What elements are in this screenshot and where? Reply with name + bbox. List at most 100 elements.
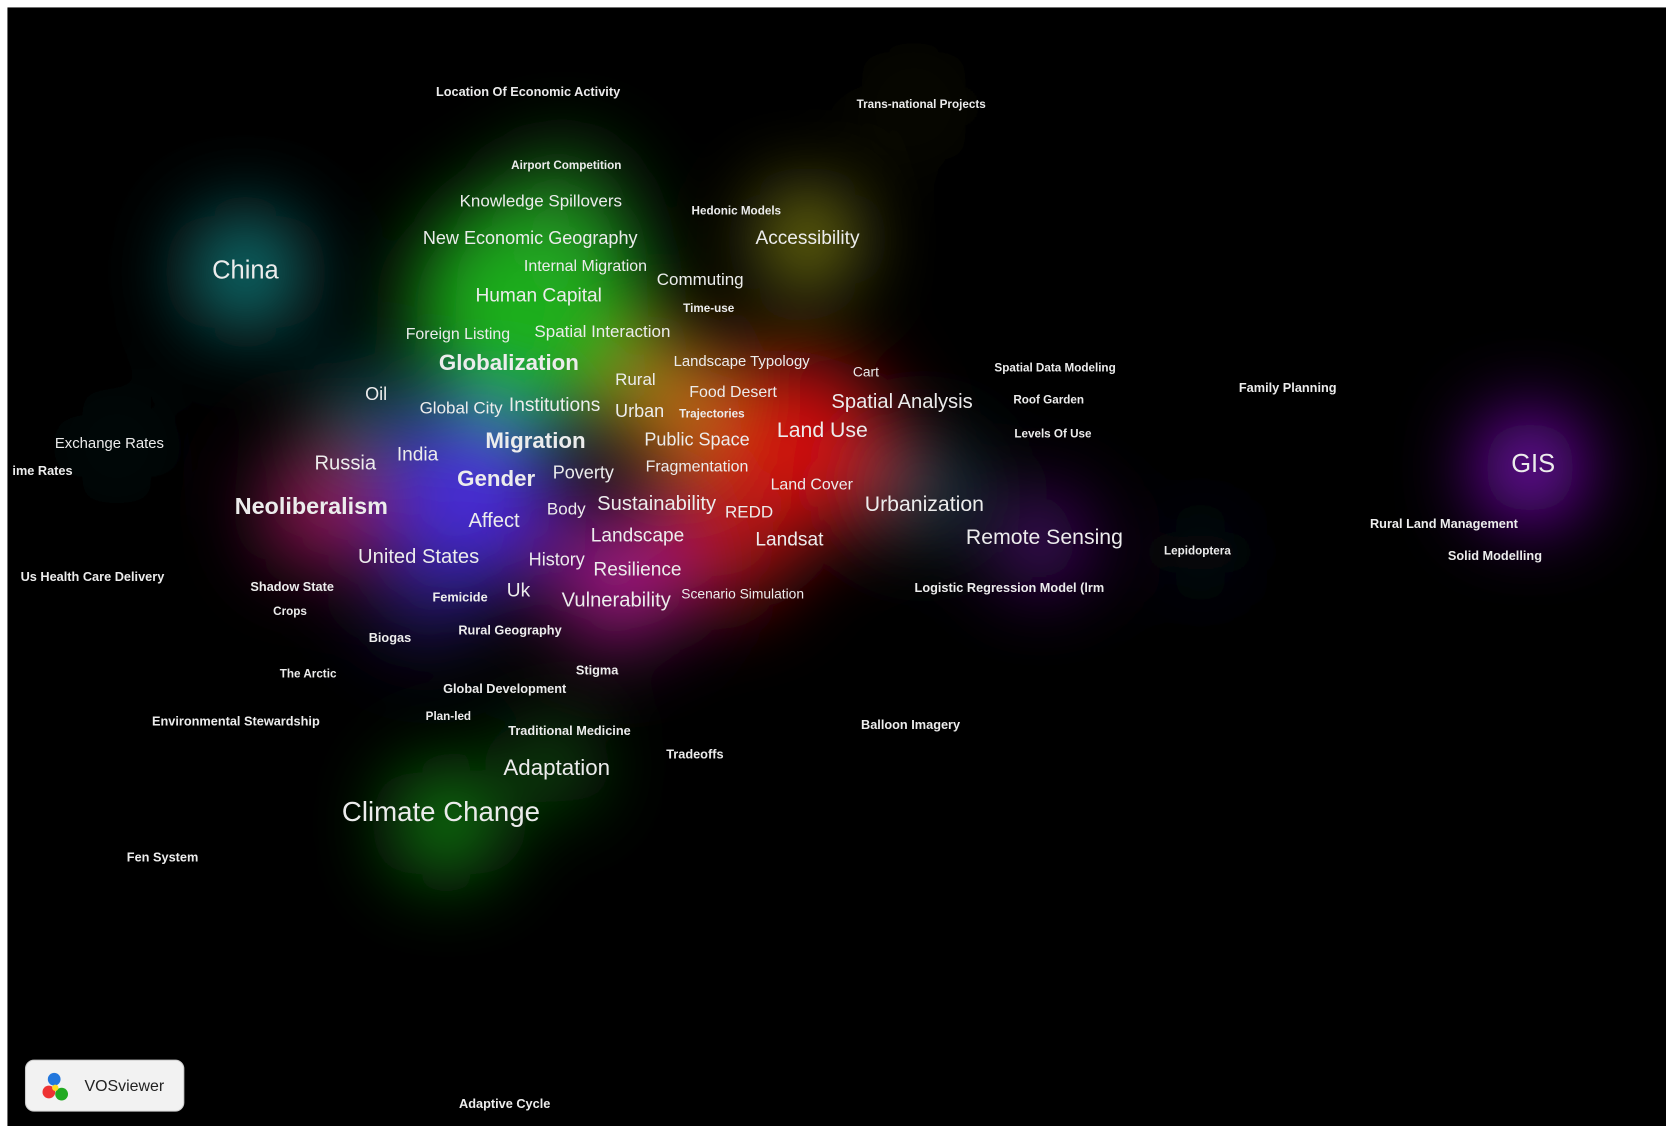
logo-icon [55, 1087, 68, 1101]
term-label: Crops [273, 605, 307, 618]
density-blob [552, 515, 680, 643]
term-label: Airport Competition [511, 159, 621, 172]
term-label: Urbanization [865, 492, 984, 516]
term-label: ime Rates [12, 463, 72, 478]
term-label: Time-use [683, 302, 735, 315]
term-label: Poverty [553, 463, 614, 483]
density-layer [79, 74, 1581, 877]
logo-icon [42, 1085, 56, 1099]
term-label: Global City [420, 398, 504, 417]
density-blob [759, 191, 856, 287]
term-label: Spatial Interaction [534, 322, 670, 341]
term-label: Rural [615, 370, 656, 389]
term-label: Landscape [591, 525, 685, 546]
term-label: Roof Garden [1013, 394, 1084, 407]
term-label: Accessibility [755, 228, 860, 249]
term-label: Stigma [576, 663, 619, 678]
density-blob [313, 366, 410, 463]
term-label: Spatial Data Modeling [994, 362, 1115, 375]
term-label: Spatial Analysis [831, 391, 972, 413]
term-label: Foreign Listing [406, 326, 510, 343]
term-label: China [212, 257, 279, 285]
density-blob [512, 724, 593, 806]
density-blob [648, 456, 797, 606]
term-label: Exchange Rates [55, 436, 164, 452]
term-label: Logistic Regression Model (lrm [915, 580, 1105, 595]
term-label: Biogas [369, 630, 411, 645]
term-label: Vulnerability [562, 590, 672, 612]
term-label: The Arctic [280, 668, 337, 681]
density-blob [187, 213, 304, 331]
term-label: Lepidoptera [1164, 544, 1231, 557]
term-label: Levels Of Use [1014, 428, 1092, 441]
term-label: New Economic Geography [423, 228, 638, 248]
term-label: Knowledge Spillovers [460, 191, 622, 210]
term-label: Land Use [777, 418, 868, 442]
density-blob [366, 525, 484, 643]
term-label: Urban [615, 401, 664, 421]
label-layer: Location Of Economic Activity Trans-natio… [12, 84, 1555, 1111]
vosviewer-logo[interactable]: VOSviewer [24, 1059, 185, 1112]
term-label: Shadow State [250, 579, 334, 594]
term-label: Public Space [644, 430, 749, 450]
density-blob [79, 408, 155, 484]
density-blob [1168, 520, 1233, 585]
term-label: Oil [365, 384, 387, 404]
term-label: Sustainability [597, 493, 717, 515]
term-label: Fragmentation [646, 459, 749, 476]
term-label: Fen System [127, 850, 198, 865]
term-label: Rural Geography [458, 622, 562, 637]
term-label: Trans-national Projects [857, 98, 987, 111]
term-label: Adaptive Cycle [459, 1096, 550, 1111]
term-label: Us Health Care Delivery [21, 569, 166, 584]
term-label: History [529, 550, 585, 570]
term-label: Family Planning [1239, 380, 1337, 395]
term-label: Institutions [509, 395, 600, 416]
term-label: Land Cover [771, 477, 854, 494]
term-label: Femicide [432, 589, 487, 604]
term-label: Location Of Economic Activity [436, 84, 621, 99]
term-label: Food Desert [689, 384, 777, 401]
term-label: Commuting [657, 270, 744, 289]
term-label: India [397, 445, 439, 466]
term-label: REDD [725, 503, 773, 522]
term-label: GIS [1511, 450, 1555, 478]
term-label: Body [547, 499, 586, 518]
term-label: Environmental Stewardship [152, 714, 320, 729]
term-label: Landscape Typology [674, 354, 811, 370]
logo-icon [52, 1084, 59, 1091]
density-blob [881, 74, 946, 139]
density-blob [265, 456, 372, 563]
density-blob [499, 148, 627, 277]
map-background [7, 7, 1666, 1126]
term-label: Climate Change [342, 796, 540, 827]
term-label: Resilience [593, 559, 681, 580]
density-blob [1479, 416, 1581, 519]
term-label: Scenario Simulation [681, 586, 804, 602]
term-label: Solid Modelling [1448, 548, 1542, 563]
term-label: Balloon Imagery [861, 717, 961, 732]
density-blob [996, 497, 1086, 587]
term-label: United States [358, 546, 479, 568]
term-label: Traditional Medicine [508, 723, 630, 738]
term-label: Hedonic Models [692, 204, 782, 217]
term-label: Trajectories [679, 407, 745, 420]
term-label: Uk [507, 581, 531, 602]
term-label: Affect [468, 510, 520, 532]
term-label: Plan-led [426, 710, 471, 723]
term-label: Cart [853, 363, 879, 379]
term-label: Russia [314, 453, 376, 475]
logo-text[interactable]: VOSviewer [84, 1078, 164, 1095]
term-label: Neoliberalism [235, 493, 388, 519]
term-label: Adaptation [503, 755, 610, 780]
density-blob [876, 440, 973, 537]
term-label: Gender [457, 466, 535, 491]
term-label: Rural Land Management [1370, 516, 1519, 531]
term-label: Migration [485, 428, 585, 453]
term-label: Internal Migration [524, 258, 647, 275]
density-blob [393, 770, 500, 877]
term-label: Human Capital [475, 285, 601, 306]
term-label: Landsat [755, 530, 824, 551]
